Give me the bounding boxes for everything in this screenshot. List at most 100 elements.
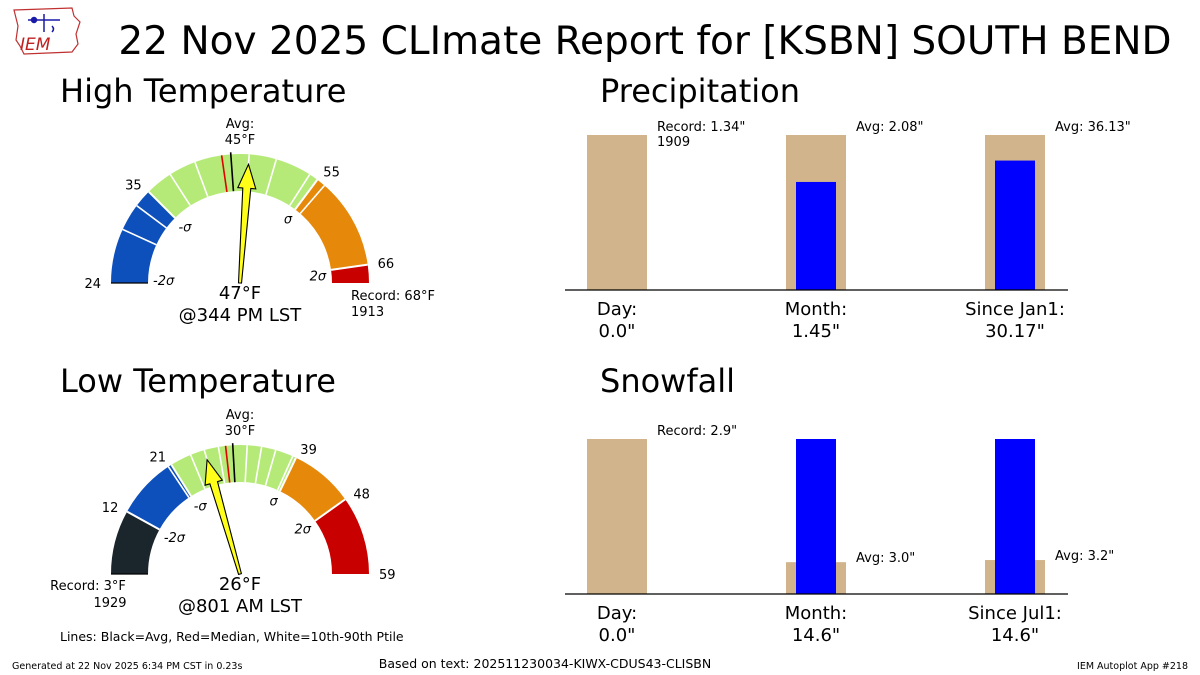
iem-logo-text: IEM <box>20 35 51 55</box>
bar-annotation: Avg: 3.2" <box>1055 549 1114 564</box>
footer-app: IEM Autoplot App #218 <box>1077 661 1188 672</box>
category-label: Since Jul1: <box>968 603 1062 624</box>
percentile-line <box>189 454 206 490</box>
sigma-label: -σ <box>178 220 192 235</box>
average-value-label: 30°F <box>225 424 256 439</box>
observed-total-label: 0.0" <box>599 625 636 646</box>
weather-station-icon <box>28 14 60 33</box>
gauge-low-temperature: Low Temperature Avg:30°F 12 21 39 48 59 -2σ -σ σ 2… <box>50 362 395 617</box>
bar-annotation: 1909 <box>657 135 690 150</box>
needle-arrow <box>204 458 243 576</box>
record-label: Record: 68°F <box>351 289 435 304</box>
gauge-band-separator <box>148 191 176 219</box>
observed-total-label: 1.45" <box>792 321 840 342</box>
legend-note: Lines: Black=Avg, Red=Median, White=10th… <box>60 629 404 644</box>
gauge-title: Low Temperature <box>60 362 336 400</box>
observed-total-label: 14.6" <box>991 625 1039 646</box>
bar-annotation: Record: 1.34" <box>657 120 745 135</box>
footer-generated: Generated at 22 Nov 2025 6:34 PM CST in … <box>12 661 242 672</box>
bar-chart-title: Snowfall <box>600 362 735 400</box>
percentile-line <box>169 174 191 207</box>
average-bar <box>587 135 647 290</box>
observed-bar <box>796 181 836 290</box>
bar-chart-title: Precipitation <box>600 72 800 110</box>
tick-label: 59 <box>379 568 396 583</box>
tick-label: 12 <box>102 501 119 516</box>
gauge-band-separator <box>314 498 346 522</box>
tick-label: 21 <box>150 450 167 465</box>
bar-annotation: Avg: 2.08" <box>856 120 924 135</box>
percentile-line <box>194 161 209 198</box>
bar-chart-snowfall: Snowfall Record: 2.9" Day:0.0" Avg: 3.0" Mon… <box>565 362 1114 646</box>
observed-time-label: @344 PM LST <box>179 305 303 326</box>
bar-chart-precipitation: Precipitation Record: 1.34"1909 Day:0.0" Av… <box>565 72 1131 342</box>
gauge-band-separator <box>279 457 297 492</box>
category-label: Month: <box>785 299 847 320</box>
gauge-band <box>315 499 369 574</box>
observed-bar <box>995 160 1035 290</box>
observed-bar <box>995 439 1035 594</box>
sigma-label: 2σ <box>310 270 327 285</box>
tick-label: 55 <box>323 166 340 181</box>
record-label: Record: 3°F <box>50 579 126 594</box>
percentile-line <box>264 449 277 486</box>
gauge-band <box>111 511 160 574</box>
tick-label: 48 <box>353 488 370 503</box>
percentile-line <box>254 446 263 484</box>
figure-title: 22 Nov 2025 CLImate Report for [KSBN] SO… <box>118 19 1171 64</box>
gauge-band-separator <box>294 179 319 210</box>
bar-annotation: Avg: 3.0" <box>856 551 915 566</box>
gauge-band <box>295 179 368 270</box>
average-line <box>231 443 236 483</box>
category-label: Day: <box>597 299 637 320</box>
percentile-line <box>136 205 167 229</box>
observed-total-label: 0.0" <box>599 321 636 342</box>
sigma-label: σ <box>269 495 278 510</box>
gauge-band <box>111 191 175 283</box>
sigma-label: 2σ <box>294 523 311 538</box>
category-label: Day: <box>597 603 637 624</box>
median-line <box>220 155 228 193</box>
record-year-label: 1929 <box>93 596 126 611</box>
percentile-line <box>244 445 249 483</box>
gauge-band-separator <box>170 464 192 497</box>
observed-time-label: @801 AM LST <box>178 596 303 617</box>
average-label: Avg: <box>226 117 254 132</box>
gauge-band-separator <box>126 510 160 531</box>
percentile-line <box>299 184 326 214</box>
iem-logo: IEM <box>13 7 81 55</box>
percentile-line <box>276 455 294 491</box>
average-bar <box>587 439 647 594</box>
record-year-label: 1913 <box>351 305 384 320</box>
gauge-band <box>279 457 346 521</box>
needle-arrow <box>236 162 257 284</box>
bar-annotation: Avg: 36.13" <box>1055 120 1131 135</box>
percentile-line <box>122 228 157 246</box>
tick-label: 24 <box>84 277 101 292</box>
observed-value-label: 26°F <box>219 574 261 595</box>
gauge-band-separator <box>330 263 368 271</box>
average-value-label: 45°F <box>225 133 256 148</box>
gauge-high-temperature: High Temperature Avg:45°F 24 35 55 66 -2σ -σ σ 2σ… <box>60 72 435 326</box>
category-label: Month: <box>785 603 847 624</box>
percentile-line <box>265 159 278 195</box>
tick-label: 39 <box>300 443 317 458</box>
observed-total-label: 14.6" <box>792 625 840 646</box>
sigma-label: -2σ <box>153 274 175 289</box>
tick-label: 35 <box>125 179 142 194</box>
gauge-title: High Temperature <box>60 72 346 110</box>
tick-label: 66 <box>378 257 395 272</box>
sigma-label: -2σ <box>164 531 186 546</box>
category-label: Since Jan1: <box>965 299 1065 320</box>
bar-annotation: Record: 2.9" <box>657 424 737 439</box>
percentile-line <box>167 466 190 498</box>
percentile-line <box>217 446 226 484</box>
sigma-label: -σ <box>194 499 208 514</box>
observed-total-label: 30.17" <box>985 321 1045 342</box>
median-line <box>224 445 231 483</box>
average-label: Avg: <box>226 408 254 423</box>
sigma-label: σ <box>284 212 293 227</box>
observed-bar <box>796 439 836 594</box>
